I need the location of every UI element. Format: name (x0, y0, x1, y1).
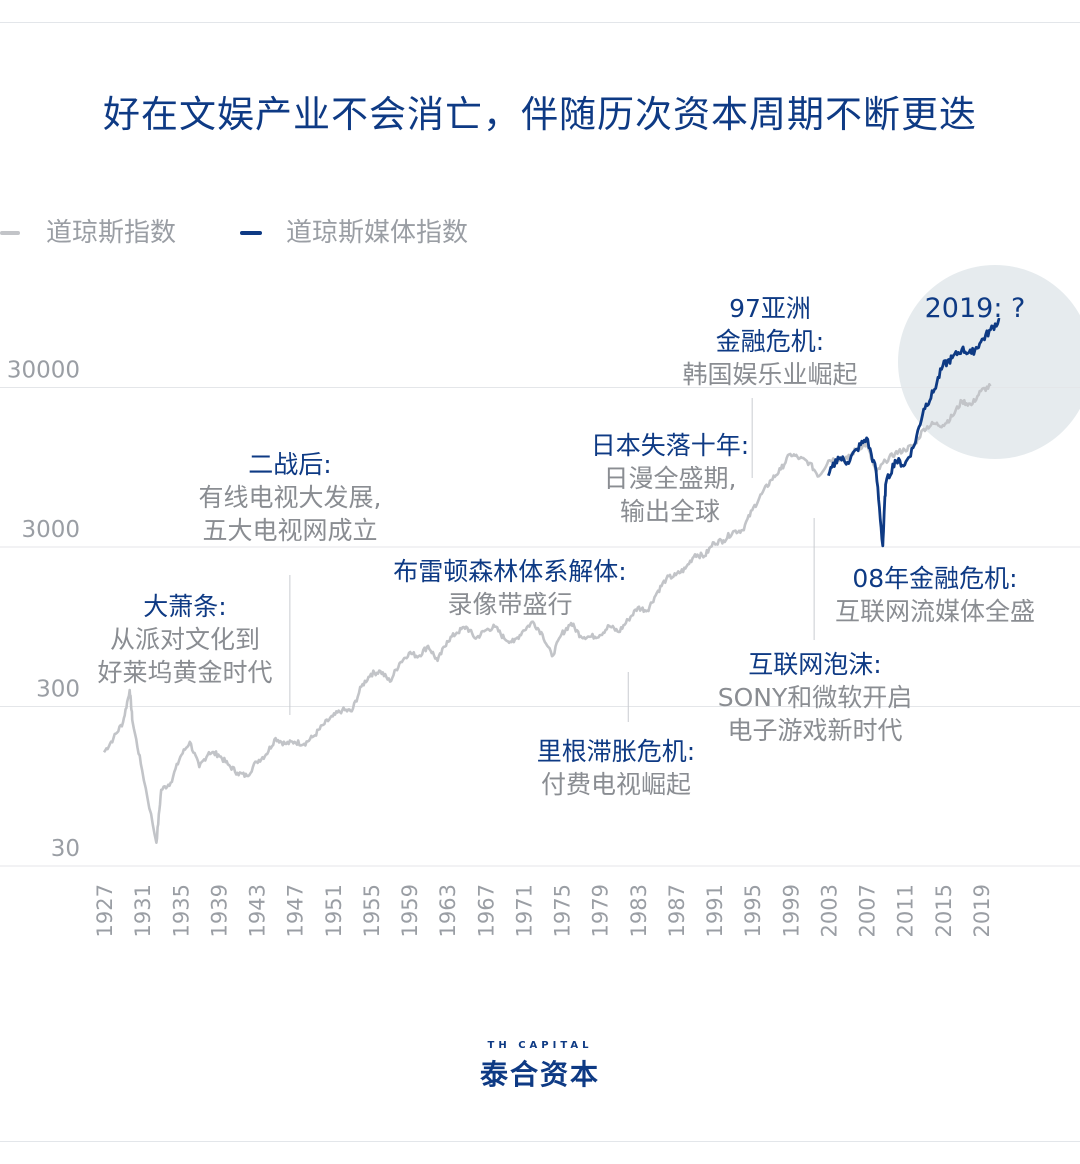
y-tick-labels: 30 300 3000 30000 (7, 358, 80, 863)
brand-logo-en: TH CAPITAL (487, 1040, 593, 1051)
x-tick-label: 2003 (817, 884, 841, 937)
series-lines (102, 317, 1001, 844)
annotation-depression-head: 大萧条: (143, 592, 227, 621)
x-tick-labels: 1927 1931 1935 1939 1943 1947 1951 1955 1959 1963… (93, 884, 994, 937)
brand-logo-cn: 泰合资本 (479, 1058, 600, 1091)
annotation-japan-line2: 输出全球 (619, 497, 720, 526)
highlight-2019-circle (898, 265, 1080, 459)
annotation-asia97: 97亚洲 金融危机: 韩国娱乐业崛起 (665, 292, 875, 391)
annotation-japan: 日本失落十年: 日漫全盛期, 输出全球 (575, 429, 765, 528)
annotation-dotcom-line1: SONY和微软开启 (717, 683, 913, 712)
top-divider (0, 22, 1080, 23)
x-tick-label: 1975 (551, 884, 575, 937)
x-tick-label: 1979 (589, 884, 613, 937)
annotation-reagan: 里根滞胀危机: 付费电视崛起 (516, 735, 716, 801)
annotation-japan-head: 日本失落十年: (590, 431, 750, 460)
annotation-dotcom: 互联网泡沫: SONY和微软开启 电子游戏新时代 (700, 648, 930, 747)
x-tick-label: 1983 (627, 884, 651, 937)
gridlines (0, 387, 1080, 867)
annotation-postwar-line1: 有线电视大发展, (198, 483, 382, 512)
x-tick-label: 2011 (894, 884, 918, 937)
annotation-reagan-head: 里根滞胀危机: (536, 737, 696, 766)
annotation-depression-line2: 好莱坞黄金时代 (97, 658, 273, 687)
x-tick-label: 2015 (932, 884, 956, 937)
x-tick-label: 1991 (703, 884, 727, 937)
annotation-bretton-head: 布雷顿森林体系解体: (393, 557, 627, 586)
x-tick-label: 1967 (474, 884, 498, 937)
brand-logo: TH CAPITAL 泰合资本 (0, 1040, 1080, 1093)
x-tick-label: 1931 (131, 884, 155, 937)
annotation-bretton-line1: 录像带盛行 (447, 590, 573, 619)
annotation-reagan-line1: 付费电视崛起 (540, 770, 691, 799)
annotation-depression-line1: 从派对文化到 (109, 625, 260, 654)
annotation-bretton: 布雷顿森林体系解体: 录像带盛行 (370, 555, 650, 621)
x-tick-label: 1935 (169, 884, 193, 937)
chart-title: 好在文娱产业不会消亡，伴随历次资本周期不断更迭 (103, 93, 977, 136)
x-tick-label: 1999 (779, 884, 803, 937)
x-tick-label: 1971 (512, 884, 536, 937)
bottom-divider (0, 1141, 1080, 1142)
x-tick-label: 1963 (436, 884, 460, 937)
annotation-crisis08-head: 08年金融危机: (852, 564, 1018, 593)
legend-swatch-media (240, 231, 262, 235)
annotation-depression: 大萧条: 从派对文化到 好莱坞黄金时代 (70, 590, 300, 689)
annotation-crisis08: 08年金融危机: 互联网流媒体全盛 (825, 562, 1045, 628)
annotation-asia97-line1: 韩国娱乐业崛起 (682, 360, 858, 389)
annotation-2019: 2019: ? (910, 292, 1040, 325)
legend-label-dow: 道琼斯指数 (46, 218, 177, 248)
x-tick-label: 1947 (284, 884, 308, 937)
annotation-asia97-head: 97亚洲 (729, 294, 811, 323)
x-tick-label: 1951 (322, 884, 346, 937)
annotation-dotcom-head: 互联网泡沫: (748, 650, 882, 679)
x-tick-label: 1959 (398, 884, 422, 937)
y-tick-label: 300 (36, 677, 80, 703)
x-tick-label: 1955 (360, 884, 384, 937)
annotation-asia97-head2: 金融危机: (715, 327, 825, 356)
legend-label-media: 道琼斯媒体指数 (286, 218, 469, 248)
x-tick-label: 1995 (741, 884, 765, 937)
annotation-leader-lines (289, 398, 815, 722)
y-tick-label: 30 (51, 836, 80, 862)
annotation-postwar-head: 二战后: (248, 450, 332, 479)
x-tick-label: 1939 (207, 884, 231, 937)
annotation-dotcom-line2: 电子游戏新时代 (727, 716, 903, 745)
x-tick-label: 1943 (246, 884, 270, 937)
x-tick-label: 2007 (856, 884, 880, 937)
y-tick-label: 3000 (21, 517, 80, 543)
annotation-postwar: 二战后: 有线电视大发展, 五大电视网成立 (170, 448, 410, 547)
annotation-2019-head: 2019: ? (924, 293, 1026, 324)
x-tick-label: 2019 (970, 884, 994, 937)
annotation-postwar-line2: 五大电视网成立 (202, 516, 378, 545)
x-tick-label: 1927 (93, 884, 117, 937)
y-tick-label: 30000 (7, 358, 80, 384)
legend-swatch-dow (0, 231, 20, 235)
x-tick-label: 1987 (665, 884, 689, 937)
annotation-japan-line1: 日漫全盛期, (603, 464, 737, 493)
annotation-crisis08-line1: 互联网流媒体全盛 (834, 597, 1035, 626)
series-line-media (827, 317, 1001, 548)
